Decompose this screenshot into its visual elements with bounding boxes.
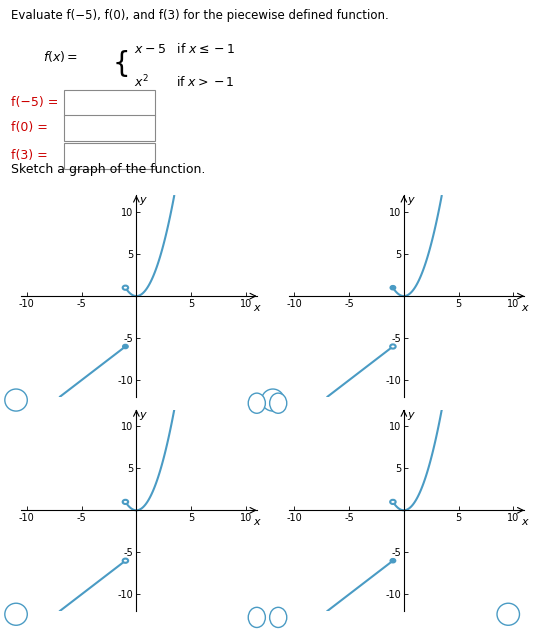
Text: x: x bbox=[254, 517, 260, 527]
Circle shape bbox=[248, 607, 265, 627]
Text: $f(x) =$: $f(x) =$ bbox=[43, 49, 78, 64]
Circle shape bbox=[270, 393, 287, 413]
Text: f(3) =: f(3) = bbox=[11, 149, 48, 162]
Circle shape bbox=[390, 559, 396, 563]
Text: Sketch a graph of the function.: Sketch a graph of the function. bbox=[11, 163, 205, 176]
Text: y: y bbox=[407, 195, 414, 205]
Text: x: x bbox=[521, 303, 528, 313]
Circle shape bbox=[5, 604, 27, 625]
Text: $x - 5$   if $x \leq -1$: $x - 5$ if $x \leq -1$ bbox=[134, 42, 235, 56]
FancyBboxPatch shape bbox=[64, 143, 155, 169]
Text: x: x bbox=[521, 517, 528, 527]
Circle shape bbox=[123, 285, 128, 290]
Text: y: y bbox=[407, 410, 414, 420]
Circle shape bbox=[123, 345, 128, 348]
Circle shape bbox=[497, 604, 519, 625]
Text: f(0) =: f(0) = bbox=[11, 120, 48, 134]
Circle shape bbox=[5, 389, 27, 411]
FancyBboxPatch shape bbox=[64, 90, 155, 117]
Circle shape bbox=[390, 345, 396, 348]
Text: Evaluate f(−5), f(0), and f(3) for the piecewise defined function.: Evaluate f(−5), f(0), and f(3) for the p… bbox=[11, 9, 388, 22]
Text: f(−5) =: f(−5) = bbox=[11, 96, 58, 109]
Text: $\{$: $\{$ bbox=[112, 48, 128, 79]
Text: $x^2$       if $x > -1$: $x^2$ if $x > -1$ bbox=[134, 74, 234, 91]
Circle shape bbox=[270, 607, 287, 627]
Circle shape bbox=[123, 500, 128, 504]
Circle shape bbox=[262, 389, 284, 411]
Text: y: y bbox=[140, 410, 146, 420]
FancyBboxPatch shape bbox=[64, 115, 155, 141]
Circle shape bbox=[390, 500, 396, 504]
Text: y: y bbox=[140, 195, 146, 205]
Circle shape bbox=[390, 285, 396, 290]
Text: x: x bbox=[254, 303, 260, 313]
Circle shape bbox=[123, 559, 128, 563]
Circle shape bbox=[248, 393, 265, 413]
